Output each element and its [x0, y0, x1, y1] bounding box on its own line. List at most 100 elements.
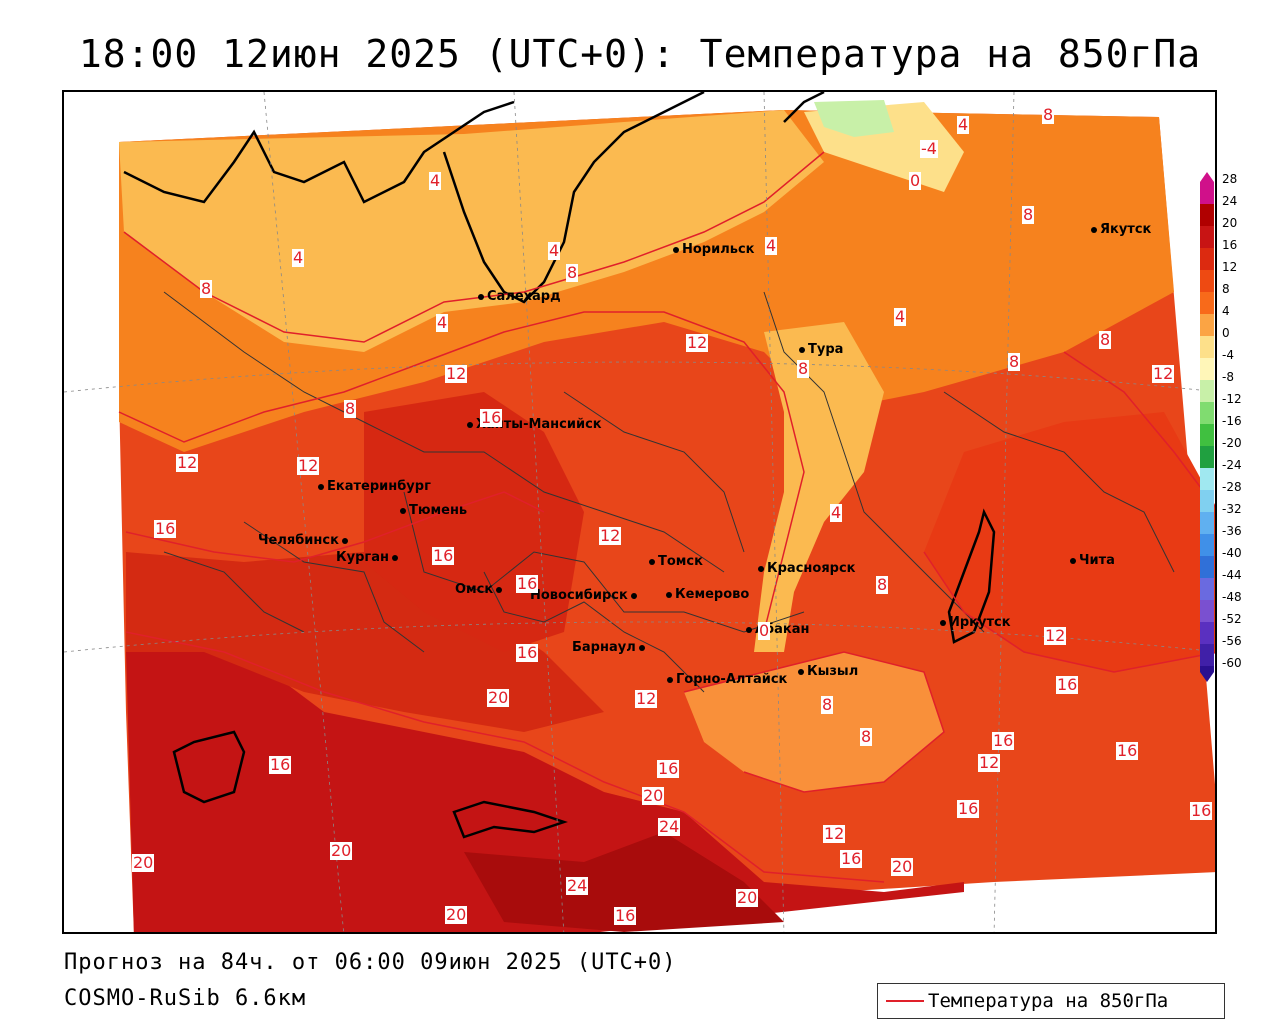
isotherm-label: 8	[200, 279, 213, 298]
isotherm-label: 4	[830, 503, 843, 522]
isotherm-label: 12	[686, 333, 709, 352]
isotherm-label: 12	[1044, 626, 1067, 645]
scale-label: 12	[1222, 260, 1238, 274]
city-kyzyl: Кызыл	[798, 664, 858, 679]
isotherm-label: 16	[657, 759, 680, 778]
scale-label: -56	[1222, 634, 1242, 648]
isotherm-label: 16	[516, 643, 539, 662]
isotherm-label: -4	[920, 139, 938, 158]
forecast-info: Прогноз на 84ч. от 06:00 09июн 2025 (UTC…	[64, 950, 677, 975]
isotherm-label: 4	[436, 313, 449, 332]
scale-label: 28	[1222, 172, 1238, 186]
field-20-zone	[126, 552, 604, 732]
scale-label: 20	[1222, 216, 1238, 230]
scale-label: -24	[1222, 458, 1242, 472]
scale-label: -28	[1222, 480, 1242, 494]
city-barnaul: Барнаул	[572, 640, 648, 655]
model-info: COSMO-RuSib 6.6км	[64, 986, 307, 1011]
isotherm-label: 16	[516, 574, 539, 593]
city-kemerovo: Кемерово	[666, 587, 749, 602]
city-chita: Чита	[1070, 553, 1115, 568]
city-yakutsk: Якутск	[1091, 222, 1151, 237]
isotherm-label: 20	[736, 888, 759, 907]
city-tomsk: Томск	[649, 554, 703, 569]
isotherm-label: 4	[894, 307, 907, 326]
isotherm-label: 8	[344, 399, 357, 418]
scale-label: -40	[1222, 546, 1242, 560]
city-tyumen: Тюмень	[400, 503, 467, 518]
city-chelyabinsk: Челябинск	[258, 533, 351, 548]
scale-label: -48	[1222, 590, 1242, 604]
field-12-east	[924, 412, 1215, 672]
city-kurgan: Курган	[336, 550, 401, 565]
map-canvas	[64, 92, 1215, 932]
isotherm-label: 0	[909, 171, 922, 190]
city-omsk: Омск	[455, 582, 505, 597]
isotherm-label: 20	[445, 905, 468, 924]
field-neg-north	[814, 100, 894, 137]
isotherm-label: 4	[957, 115, 970, 134]
isotherm-label: 4	[292, 248, 305, 267]
isotherm-label: 24	[658, 817, 681, 836]
legend-label: Температура на 850гПа	[928, 990, 1169, 1012]
isotherm-label: 16	[957, 799, 980, 818]
scale-label: -20	[1222, 436, 1242, 450]
isotherm-label: 4	[429, 171, 442, 190]
isotherm-label: 20	[132, 853, 155, 872]
isotherm-label: 20	[330, 841, 353, 860]
isotherm-label: 12	[176, 453, 199, 472]
isotherm-label: 12	[635, 689, 658, 708]
city-gorno-altaysk: Горно-Алтайск	[667, 672, 787, 687]
admin-boundaries	[163, 291, 1175, 693]
color-scale-bar	[1200, 172, 1214, 682]
legend-line-swatch	[886, 1000, 924, 1002]
isotherm-label: 16	[1056, 675, 1079, 694]
isotherm-label: 12	[297, 456, 320, 475]
isotherm-label: 24	[566, 876, 589, 895]
city-krasnoyarsk: Красноярск	[758, 561, 856, 576]
isotherm-label: 8	[1099, 330, 1112, 349]
color-scale: 28 24 20 16 12 8 4 0 -4 -8 -12 -16 -20 -…	[1198, 158, 1278, 690]
scale-label: 8	[1222, 282, 1230, 296]
scale-label: -8	[1222, 370, 1234, 384]
scale-label: 16	[1222, 238, 1238, 252]
isotherm-label: 16	[432, 546, 455, 565]
isotherm-label: 12	[978, 753, 1001, 772]
isotherm-label: 8	[821, 695, 834, 714]
isotherm-label: 4	[548, 241, 561, 260]
isotherm-label: 0	[758, 621, 771, 640]
city-tura: Тура	[799, 342, 843, 357]
isotherm-label: 8	[1042, 105, 1055, 124]
map-title: 18:00 12июн 2025 (UTC+0): Температура на…	[78, 32, 1202, 76]
isotherm-label: 20	[642, 786, 665, 805]
isotherm-label: 4	[765, 236, 778, 255]
map-legend: Температура на 850гПа	[877, 983, 1225, 1019]
scale-label: -44	[1222, 568, 1242, 582]
field-24-zone	[126, 652, 964, 932]
isotherm-label: 16	[992, 731, 1015, 750]
city-khanty-mansiysk: Ханты-Мансийск	[467, 417, 602, 432]
isotherm-label: 20	[487, 688, 510, 707]
isotherm-label: 16	[480, 408, 503, 427]
scale-label: 0	[1222, 326, 1230, 340]
scale-label: -16	[1222, 414, 1242, 428]
city-salekhard: Салехард	[478, 289, 561, 304]
coastlines	[123, 92, 996, 839]
isotherm-label: 8	[1022, 205, 1035, 224]
isotherm-label: 16	[840, 849, 863, 868]
scale-label: 24	[1222, 194, 1238, 208]
field-24-core	[464, 832, 784, 932]
isotherm-label: 16	[269, 755, 292, 774]
isotherm-label: 8	[860, 727, 873, 746]
city-norilsk: Норильск	[673, 242, 755, 257]
isotherm-label: 20	[891, 857, 914, 876]
city-novosibirsk: Новосибирск	[530, 588, 640, 603]
city-irkutsk: Иркутск	[940, 615, 1011, 630]
isotherm-label: 8	[566, 263, 579, 282]
isotherm-label: 16	[614, 906, 637, 925]
scale-label: -60	[1222, 656, 1242, 670]
isotherm-label: 12	[599, 526, 622, 545]
scale-label: -52	[1222, 612, 1242, 626]
temperature-map: Норильск Якутск Салехард Тура Ханты-Манс…	[62, 90, 1217, 934]
isotherm-label: 12	[823, 824, 846, 843]
